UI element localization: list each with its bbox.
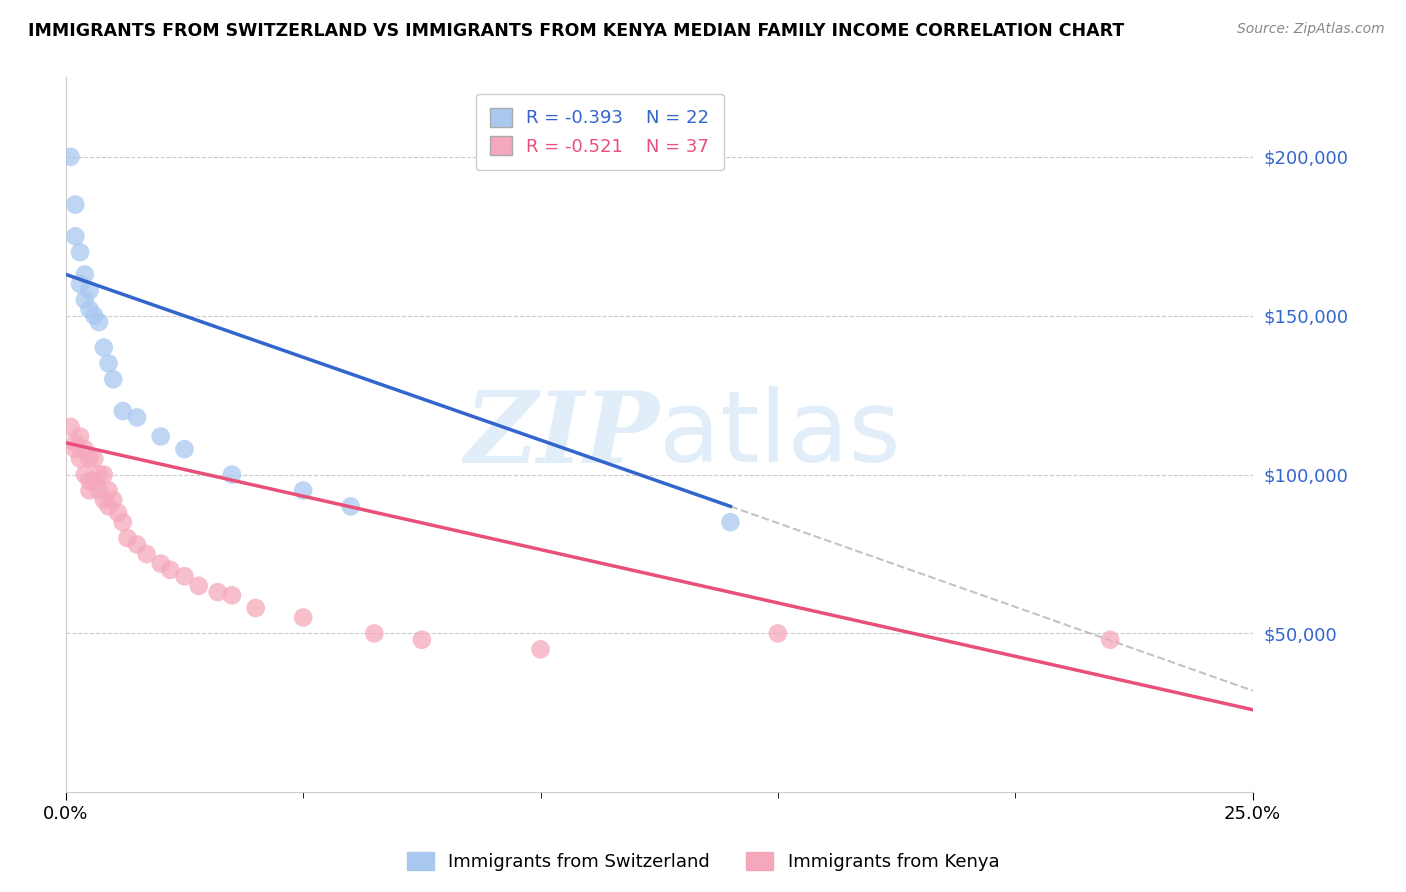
Point xyxy=(718,515,741,529)
Point xyxy=(79,451,101,466)
Point xyxy=(97,483,120,498)
Point xyxy=(149,557,172,571)
Point xyxy=(83,474,105,488)
Point xyxy=(173,569,195,583)
Point xyxy=(411,632,433,647)
Text: IMMIGRANTS FROM SWITZERLAND VS IMMIGRANTS FROM KENYA MEDIAN FAMILY INCOME CORREL: IMMIGRANTS FROM SWITZERLAND VS IMMIGRANT… xyxy=(28,22,1125,40)
Point xyxy=(93,341,115,355)
Point xyxy=(69,451,91,466)
Point xyxy=(73,442,96,457)
Point xyxy=(187,579,209,593)
Point xyxy=(529,642,551,657)
Point xyxy=(59,420,82,434)
Point xyxy=(221,467,243,482)
Point xyxy=(1099,632,1122,647)
Point xyxy=(79,302,101,317)
Point xyxy=(79,474,101,488)
Point xyxy=(117,531,139,545)
Point xyxy=(87,483,110,498)
Point xyxy=(69,245,91,260)
Point xyxy=(125,537,148,551)
Point xyxy=(103,493,125,508)
Legend: Immigrants from Switzerland, Immigrants from Kenya: Immigrants from Switzerland, Immigrants … xyxy=(399,845,1007,879)
Point xyxy=(159,563,181,577)
Point xyxy=(65,435,87,450)
Point xyxy=(83,451,105,466)
Point xyxy=(207,585,229,599)
Point xyxy=(93,493,115,508)
Point xyxy=(83,309,105,323)
Point xyxy=(245,601,267,615)
Point xyxy=(103,372,125,386)
Point xyxy=(125,410,148,425)
Point xyxy=(363,626,385,640)
Point xyxy=(65,229,87,244)
Point xyxy=(79,483,101,498)
Point xyxy=(79,283,101,297)
Point xyxy=(65,197,87,211)
Point xyxy=(73,467,96,482)
Point xyxy=(292,610,315,624)
Point xyxy=(97,356,120,370)
Point xyxy=(59,150,82,164)
Text: Source: ZipAtlas.com: Source: ZipAtlas.com xyxy=(1237,22,1385,37)
Legend: R = -0.393    N = 22, R = -0.521    N = 37: R = -0.393 N = 22, R = -0.521 N = 37 xyxy=(475,94,724,170)
Point xyxy=(173,442,195,457)
Point xyxy=(73,268,96,282)
Point xyxy=(87,315,110,329)
Point xyxy=(69,277,91,291)
Point xyxy=(65,442,87,457)
Point xyxy=(87,467,110,482)
Point xyxy=(135,547,157,561)
Point xyxy=(339,500,361,514)
Point xyxy=(766,626,789,640)
Point xyxy=(73,293,96,307)
Point xyxy=(292,483,315,498)
Point xyxy=(221,588,243,602)
Point xyxy=(149,429,172,443)
Point xyxy=(111,515,134,529)
Point xyxy=(97,500,120,514)
Point xyxy=(93,467,115,482)
Text: atlas: atlas xyxy=(659,386,901,483)
Point xyxy=(107,506,129,520)
Point xyxy=(111,404,134,418)
Point xyxy=(69,429,91,443)
Text: ZIP: ZIP xyxy=(464,386,659,483)
